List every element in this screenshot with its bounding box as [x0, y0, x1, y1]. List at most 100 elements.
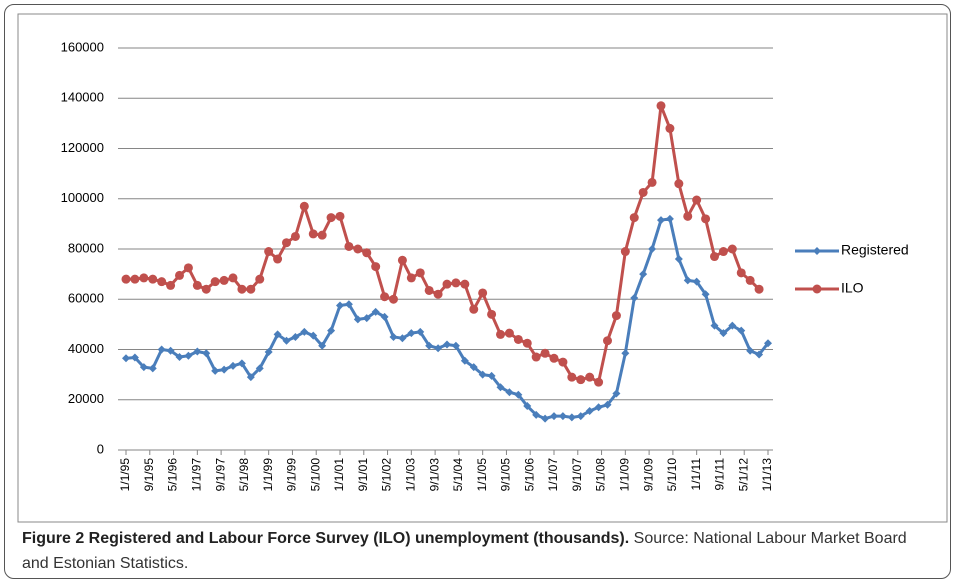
- marker: [273, 254, 283, 264]
- marker: [362, 248, 372, 258]
- marker: [300, 327, 309, 336]
- marker: [255, 364, 264, 373]
- x-tick-label: 9/1/99: [285, 458, 299, 492]
- marker: [130, 353, 139, 362]
- marker: [282, 336, 291, 345]
- marker: [139, 273, 149, 283]
- marker: [647, 177, 657, 187]
- marker: [246, 284, 256, 294]
- marker: [532, 410, 541, 419]
- y-tick-label: 80000: [68, 240, 104, 255]
- y-tick-label: 60000: [68, 291, 104, 306]
- marker: [371, 307, 380, 316]
- marker: [460, 356, 469, 365]
- marker: [318, 341, 327, 350]
- marker: [229, 361, 237, 370]
- marker: [487, 371, 496, 380]
- x-tick-label: 1/1/01: [332, 458, 346, 492]
- marker: [701, 290, 710, 299]
- marker: [692, 195, 702, 205]
- marker: [210, 277, 220, 287]
- marker: [585, 372, 595, 382]
- marker: [496, 329, 505, 339]
- marker: [487, 309, 497, 319]
- y-tick-label: 40000: [68, 341, 104, 356]
- marker: [317, 230, 327, 240]
- marker: [193, 347, 202, 356]
- marker: [728, 321, 737, 330]
- marker: [148, 274, 158, 284]
- figure-frame: [4, 4, 951, 579]
- marker: [166, 280, 176, 290]
- marker: [264, 247, 274, 257]
- marker: [407, 329, 416, 338]
- marker: [406, 273, 416, 283]
- marker: [594, 377, 604, 387]
- x-tick-label: 1/1/07: [546, 458, 560, 492]
- x-tick-label: 1/1/97: [190, 458, 204, 492]
- marker: [451, 278, 461, 288]
- marker: [754, 284, 764, 294]
- marker: [282, 238, 291, 248]
- marker: [701, 214, 711, 224]
- marker: [389, 294, 398, 304]
- marker: [273, 330, 282, 339]
- marker: [656, 101, 666, 111]
- y-tick-label: 0: [97, 441, 104, 456]
- marker: [344, 241, 354, 251]
- marker: [541, 414, 550, 423]
- marker: [353, 244, 363, 254]
- x-tick-label: 5/1/96: [166, 458, 180, 492]
- marker: [513, 334, 523, 344]
- marker: [639, 270, 648, 279]
- x-tick-label: 1/1/11: [689, 458, 703, 491]
- marker: [710, 252, 719, 262]
- marker: [620, 247, 630, 257]
- x-tick-label: 5/1/02: [380, 458, 394, 492]
- marker: [719, 329, 728, 338]
- marker: [683, 211, 693, 221]
- marker: [434, 344, 443, 353]
- marker: [425, 341, 434, 350]
- y-tick-label: 20000: [68, 391, 104, 406]
- marker: [567, 372, 577, 382]
- marker: [122, 354, 130, 363]
- marker: [335, 211, 345, 221]
- marker: [184, 351, 193, 360]
- marker: [380, 292, 390, 302]
- y-tick-label: 100000: [61, 190, 104, 205]
- marker: [612, 389, 621, 398]
- caption: Figure 2 Registered and Labour Force Sur…: [22, 526, 922, 576]
- y-tick-label: 140000: [61, 90, 104, 105]
- x-tick-label: 5/1/00: [308, 458, 322, 492]
- marker: [594, 403, 603, 412]
- marker: [558, 357, 568, 367]
- x-tick-label: 1/1/03: [404, 458, 418, 492]
- legend-marker: [813, 247, 821, 255]
- marker: [638, 187, 648, 197]
- marker: [611, 311, 621, 321]
- marker: [246, 373, 255, 382]
- marker: [648, 245, 657, 253]
- x-tick-label: 9/1/03: [427, 458, 441, 492]
- marker: [327, 326, 336, 335]
- marker: [175, 270, 184, 280]
- marker: [504, 328, 514, 338]
- legend-label: ILO: [841, 280, 864, 296]
- legend-marker: [812, 284, 822, 294]
- marker: [478, 288, 488, 298]
- marker: [665, 214, 674, 223]
- marker: [371, 262, 381, 272]
- x-tick-label: 9/1/11: [713, 458, 727, 491]
- x-tick-label: 9/1/05: [499, 458, 513, 492]
- x-tick-label: 5/1/04: [451, 458, 465, 492]
- marker: [192, 280, 202, 290]
- marker: [603, 336, 612, 346]
- marker: [415, 268, 425, 278]
- marker: [237, 284, 247, 294]
- x-tick-label: 5/1/98: [237, 458, 251, 492]
- marker: [736, 268, 746, 278]
- marker: [443, 340, 451, 349]
- marker: [299, 201, 309, 211]
